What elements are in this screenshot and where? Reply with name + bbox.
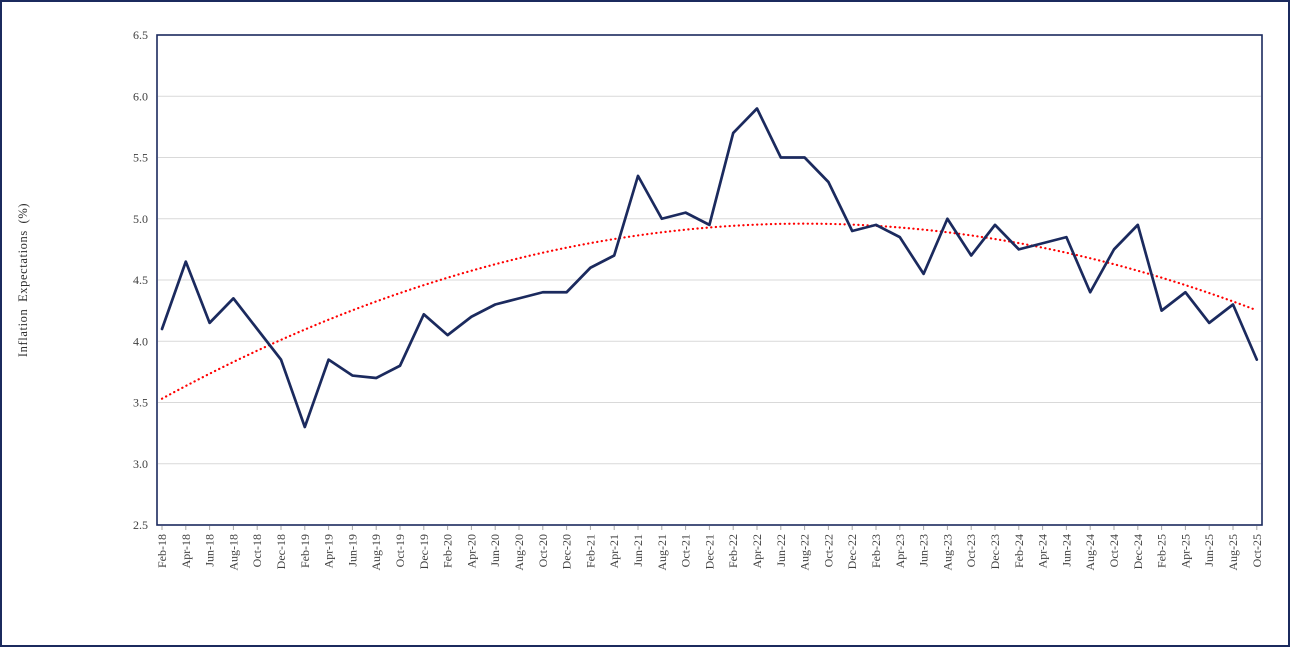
x-tick-label: Feb-21 (583, 534, 597, 568)
x-tick-label: Jun-18 (203, 534, 217, 567)
x-tick-label: Feb-20 (441, 534, 455, 568)
x-tick-label: Apr-23 (893, 534, 907, 568)
x-tick-label: Jun-20 (488, 534, 502, 567)
x-tick-label: Aug-21 (655, 534, 669, 571)
y-tick-label: 2.5 (133, 518, 148, 532)
x-tick-label: Oct-19 (393, 534, 407, 567)
x-tick-label: Feb-25 (1155, 534, 1169, 568)
x-tick-label: Apr-18 (179, 534, 193, 568)
x-tick-label: Feb-23 (869, 534, 883, 568)
y-tick-label: 4.0 (133, 334, 148, 348)
x-tick-label: Jun-19 (345, 534, 359, 567)
x-tick-label: Dec-18 (274, 534, 288, 569)
x-tick-label: Jun-23 (917, 534, 931, 567)
x-tick-label: Oct-23 (964, 534, 978, 567)
x-tick-label: Dec-22 (845, 534, 859, 569)
x-tick-label: Jun-21 (631, 534, 645, 567)
x-tick-label: Dec-21 (702, 534, 716, 569)
x-tick-label: Aug-20 (512, 534, 526, 571)
x-tick-label: Feb-22 (726, 534, 740, 568)
x-tick-label: Oct-21 (679, 534, 693, 567)
y-tick-label: 6.0 (133, 89, 148, 103)
x-tick-label: Dec-19 (417, 534, 431, 569)
y-tick-label: 6.5 (133, 28, 148, 42)
x-tick-label: Jun-22 (774, 534, 788, 567)
x-tick-label: Oct-25 (1250, 534, 1264, 567)
x-tick-label: Apr-25 (1178, 534, 1192, 568)
y-tick-label: 3.5 (133, 396, 148, 410)
x-tick-label: Dec-24 (1131, 534, 1145, 569)
x-tick-label: Aug-19 (369, 534, 383, 571)
trend-line (160, 222, 1258, 400)
x-tick-label: Apr-19 (322, 534, 336, 568)
x-tick-label: Apr-21 (607, 534, 621, 568)
y-tick-label: 5.0 (133, 212, 148, 226)
y-tick-label: 3.0 (133, 457, 148, 471)
y-axis-title: Inflation Expectations (%) (16, 203, 30, 357)
x-tick-label: Feb-19 (298, 534, 312, 568)
x-tick-label: Feb-24 (1012, 534, 1026, 568)
x-tick-label: Jun-25 (1202, 534, 1216, 567)
x-tick-label: Aug-24 (1083, 534, 1097, 571)
x-tick-label: Feb-18 (155, 534, 169, 568)
x-tick-label: Aug-25 (1226, 534, 1240, 571)
x-tick-label: Oct-18 (250, 534, 264, 567)
y-tick-label: 4.5 (133, 273, 148, 287)
x-tick-label: Apr-20 (464, 534, 478, 568)
x-tick-label: Oct-20 (536, 534, 550, 567)
series-line (160, 107, 1259, 429)
x-tick-label: Jun-24 (1059, 534, 1073, 567)
plot-border (156, 34, 1263, 526)
x-tick-label: Dec-20 (560, 534, 574, 569)
x-tick-label: Oct-24 (1107, 534, 1121, 567)
x-tick-label: Aug-18 (226, 534, 240, 571)
x-tick-label: Apr-24 (1036, 534, 1050, 568)
x-tick-label: Aug-23 (940, 534, 954, 571)
y-tick-label: 5.5 (133, 151, 148, 165)
x-tick-label: Aug-22 (798, 534, 812, 571)
x-tick-label: Apr-22 (750, 534, 764, 568)
x-tick-label: Dec-23 (988, 534, 1002, 569)
x-tick-label: Oct-22 (821, 534, 835, 567)
